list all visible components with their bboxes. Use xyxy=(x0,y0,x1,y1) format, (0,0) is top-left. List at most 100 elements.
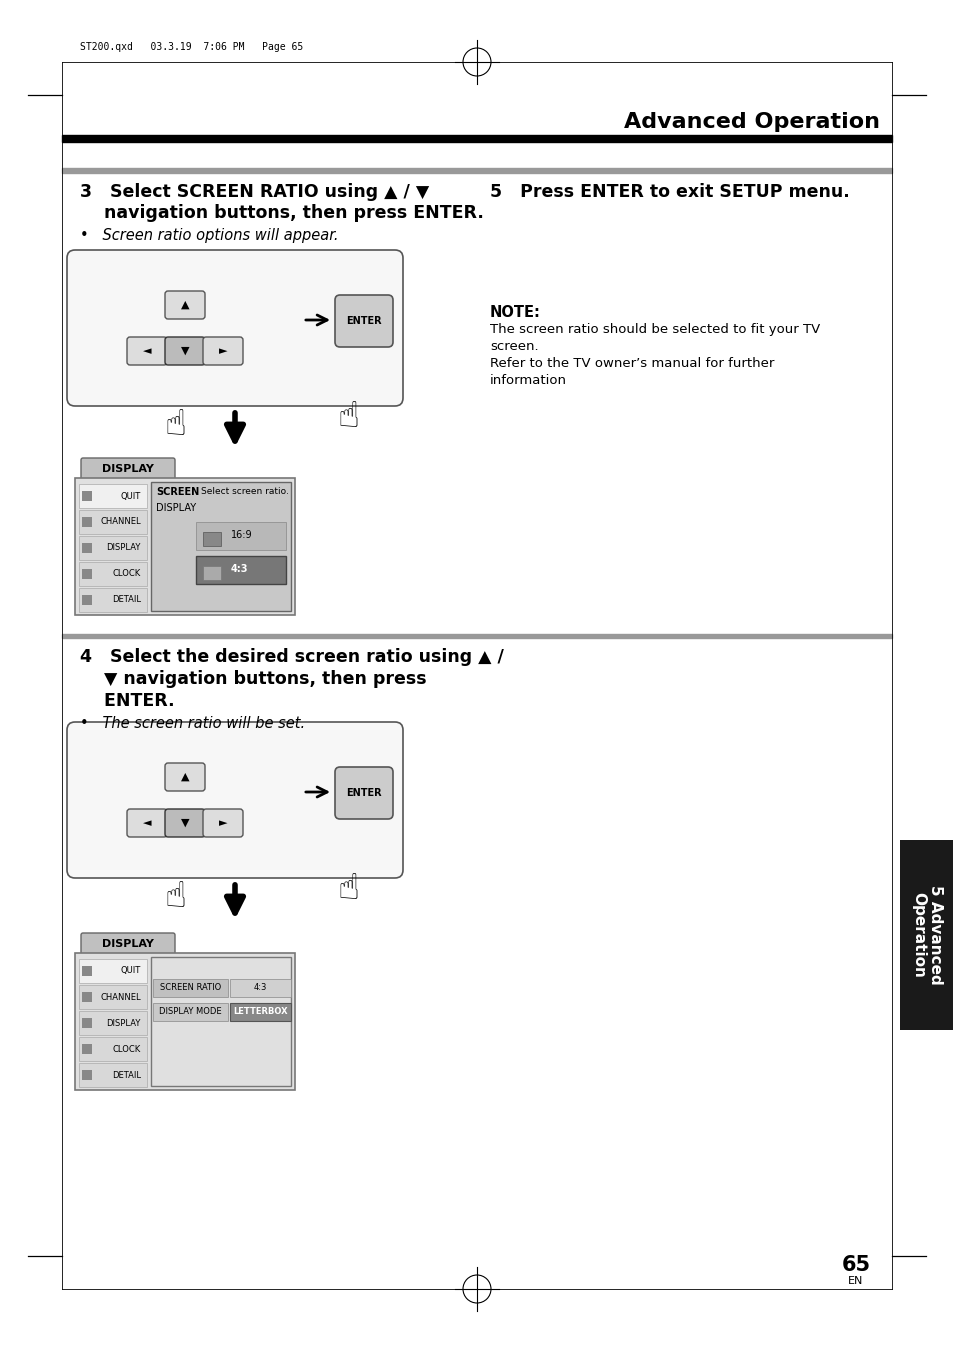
Bar xyxy=(75,478,294,615)
Bar xyxy=(899,840,953,1029)
FancyBboxPatch shape xyxy=(81,934,174,955)
Bar xyxy=(151,482,291,611)
FancyBboxPatch shape xyxy=(165,809,205,838)
FancyBboxPatch shape xyxy=(165,336,205,365)
Text: 4:3: 4:3 xyxy=(253,984,267,993)
Text: •   Screen ratio options will appear.: • Screen ratio options will appear. xyxy=(80,228,338,243)
Text: 16:9: 16:9 xyxy=(231,530,253,540)
Text: 65: 65 xyxy=(841,1255,870,1275)
Bar xyxy=(79,536,147,561)
Text: •   The screen ratio will be set.: • The screen ratio will be set. xyxy=(80,716,305,731)
Bar xyxy=(195,557,286,584)
Text: navigation buttons, then press ENTER.: navigation buttons, then press ENTER. xyxy=(80,204,483,222)
Bar xyxy=(79,1011,147,1035)
FancyBboxPatch shape xyxy=(127,336,167,365)
Bar xyxy=(152,1002,228,1021)
Bar xyxy=(79,985,147,1009)
Bar xyxy=(203,532,221,546)
Text: CHANNEL: CHANNEL xyxy=(100,517,141,527)
Bar xyxy=(82,966,91,975)
Text: ►: ► xyxy=(218,817,227,828)
Text: The screen ratio should be selected to fit your TV: The screen ratio should be selected to f… xyxy=(490,323,820,336)
Text: ENTER.: ENTER. xyxy=(80,692,174,711)
Bar xyxy=(62,634,891,638)
Bar xyxy=(230,979,291,997)
FancyBboxPatch shape xyxy=(67,250,402,407)
Text: LETTERBOX: LETTERBOX xyxy=(233,1008,288,1016)
Text: Advanced Operation: Advanced Operation xyxy=(623,112,879,132)
Bar xyxy=(79,509,147,534)
Bar xyxy=(62,168,891,173)
Bar xyxy=(79,562,147,586)
Bar xyxy=(82,1044,91,1054)
Text: 5 Advanced
Operation: 5 Advanced Operation xyxy=(910,885,943,985)
Text: DISPLAY: DISPLAY xyxy=(107,543,141,553)
Text: QUIT: QUIT xyxy=(121,966,141,975)
Text: 4:3: 4:3 xyxy=(231,563,248,574)
Bar xyxy=(79,1038,147,1061)
Text: Refer to the TV owner’s manual for further: Refer to the TV owner’s manual for furth… xyxy=(490,357,774,370)
Text: ENTER: ENTER xyxy=(346,788,381,798)
Bar xyxy=(79,484,147,508)
Text: 4   Select the desired screen ratio using ▲ /: 4 Select the desired screen ratio using … xyxy=(80,648,503,666)
Text: ☝: ☝ xyxy=(164,408,186,442)
Bar xyxy=(151,957,291,1086)
FancyBboxPatch shape xyxy=(335,767,393,819)
Text: QUIT: QUIT xyxy=(121,492,141,500)
Bar xyxy=(82,1019,91,1028)
Text: EN: EN xyxy=(847,1275,862,1286)
Text: ◄: ◄ xyxy=(143,817,152,828)
Text: screen.: screen. xyxy=(490,340,538,353)
Text: 5   Press ENTER to exit SETUP menu.: 5 Press ENTER to exit SETUP menu. xyxy=(490,182,849,201)
Text: ▲: ▲ xyxy=(180,771,189,782)
FancyBboxPatch shape xyxy=(127,809,167,838)
Bar xyxy=(82,543,91,553)
Text: ◄: ◄ xyxy=(143,346,152,357)
Bar xyxy=(82,569,91,580)
FancyBboxPatch shape xyxy=(203,809,243,838)
Text: ENTER: ENTER xyxy=(346,316,381,326)
Text: NOTE:: NOTE: xyxy=(490,305,540,320)
Bar xyxy=(230,1002,291,1021)
Bar xyxy=(82,517,91,527)
Text: CLOCK: CLOCK xyxy=(112,570,141,578)
Text: ☝: ☝ xyxy=(336,871,358,907)
Text: CHANNEL: CHANNEL xyxy=(100,993,141,1001)
Text: DETAIL: DETAIL xyxy=(112,596,141,604)
Bar xyxy=(79,1063,147,1088)
Text: ☝: ☝ xyxy=(336,400,358,434)
Text: DETAIL: DETAIL xyxy=(112,1070,141,1079)
Bar xyxy=(82,490,91,501)
Bar xyxy=(79,959,147,984)
Text: ►: ► xyxy=(218,346,227,357)
Bar xyxy=(203,566,221,580)
Bar xyxy=(82,594,91,605)
Bar xyxy=(62,135,891,142)
Text: information: information xyxy=(490,374,566,386)
Text: DISPLAY MODE: DISPLAY MODE xyxy=(159,1008,222,1016)
FancyBboxPatch shape xyxy=(203,336,243,365)
FancyBboxPatch shape xyxy=(165,290,205,319)
Text: DISPLAY: DISPLAY xyxy=(156,503,196,513)
Text: Select screen ratio.: Select screen ratio. xyxy=(201,488,289,497)
Text: SCREEN RATIO: SCREEN RATIO xyxy=(160,984,221,993)
Text: DISPLAY: DISPLAY xyxy=(102,463,153,474)
Bar xyxy=(75,952,294,1090)
Text: 3   Select SCREEN RATIO using ▲ / ▼: 3 Select SCREEN RATIO using ▲ / ▼ xyxy=(80,182,429,201)
Text: DISPLAY: DISPLAY xyxy=(102,939,153,948)
FancyBboxPatch shape xyxy=(81,458,174,480)
Bar xyxy=(82,992,91,1002)
Text: DISPLAY: DISPLAY xyxy=(107,1019,141,1028)
Text: ▼: ▼ xyxy=(180,346,189,357)
Text: CLOCK: CLOCK xyxy=(112,1044,141,1054)
Text: ST200.qxd   03.3.19  7:06 PM   Page 65: ST200.qxd 03.3.19 7:06 PM Page 65 xyxy=(80,42,303,51)
Bar xyxy=(152,979,228,997)
Bar xyxy=(79,588,147,612)
FancyBboxPatch shape xyxy=(67,721,402,878)
FancyBboxPatch shape xyxy=(165,763,205,790)
Text: ▼: ▼ xyxy=(180,817,189,828)
Text: ▲: ▲ xyxy=(180,300,189,309)
Text: ▼ navigation buttons, then press: ▼ navigation buttons, then press xyxy=(80,670,426,688)
Text: ☝: ☝ xyxy=(164,880,186,915)
Text: SCREEN: SCREEN xyxy=(156,486,199,497)
